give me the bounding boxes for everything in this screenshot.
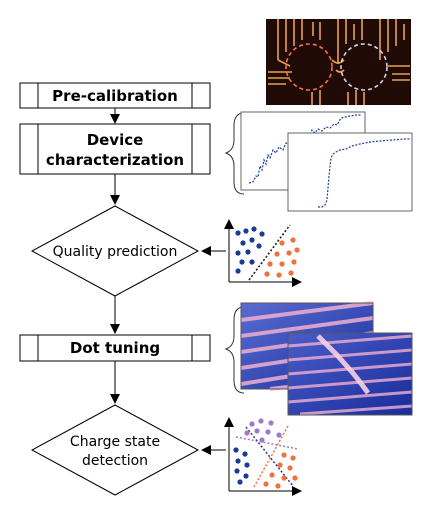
decision-boundary-3 (236, 437, 298, 449)
class-a-points (235, 226, 264, 273)
quality-classifier-plot (229, 220, 301, 282)
charge-state-classifier-plot (229, 418, 301, 491)
characterization-traces-panel (226, 112, 412, 211)
step-dot-tuning: Dot tuning (20, 335, 210, 361)
class-b-points (263, 452, 297, 488)
step-quality-prediction: Quality prediction (32, 206, 198, 296)
step-device-characterization: Device characterization (20, 124, 210, 174)
class-b-points (264, 237, 299, 277)
class-c-points (244, 418, 281, 442)
step-pre-calibration: Pre-calibration (20, 83, 210, 108)
stability-map-front (288, 333, 412, 415)
charge-state-detection-label-line2: detection (82, 453, 148, 469)
decision-boundary (249, 225, 290, 280)
step-charge-state-detection: Charge state detection (32, 405, 198, 495)
charge-stability-maps-panel (226, 303, 412, 415)
device-characterization-label-line1: Device (87, 131, 144, 149)
device-micrograph-image (266, 19, 411, 105)
class-a-points (233, 447, 249, 484)
charge-state-detection-label-line1: Charge state (70, 434, 160, 450)
dot-tuning-label: Dot tuning (70, 339, 160, 357)
pre-calibration-label: Pre-calibration (52, 87, 178, 105)
quality-prediction-label: Quality prediction (53, 244, 178, 260)
device-characterization-label-line2: characterization (46, 151, 184, 169)
trace-frame-front (288, 133, 412, 211)
decision-diamond (32, 405, 198, 495)
